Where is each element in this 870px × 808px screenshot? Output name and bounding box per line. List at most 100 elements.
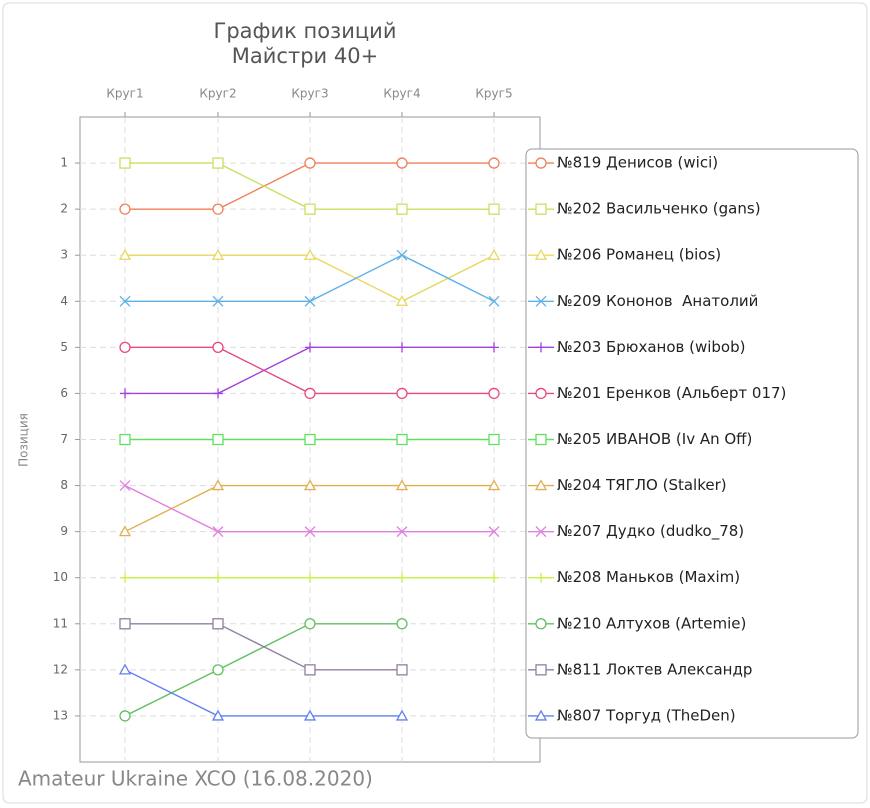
chart-title: График позиций xyxy=(214,19,397,43)
legend-label: №811 Локтев Александр xyxy=(557,660,752,678)
legend-label: №807 Торгуд (TheDen) xyxy=(557,706,736,724)
marker xyxy=(396,618,408,630)
series-line xyxy=(124,669,402,717)
y-tick-label: 7 xyxy=(60,432,68,446)
marker xyxy=(488,295,500,307)
marker xyxy=(535,157,547,169)
legend-box xyxy=(525,148,859,739)
x-tick-label: Круг2 xyxy=(199,87,236,101)
marker xyxy=(119,433,131,446)
marker xyxy=(535,526,547,538)
legend-label: №201 Еренков (Альберт 017) xyxy=(557,384,786,402)
y-tick-label: 1 xyxy=(60,156,68,170)
marker xyxy=(304,433,316,446)
marker xyxy=(488,157,500,169)
marker xyxy=(120,388,130,399)
marker xyxy=(212,618,224,630)
marker xyxy=(304,157,316,169)
legend-label: №205 ИВАНОВ (Iv An Off) xyxy=(557,430,752,448)
marker xyxy=(305,342,315,353)
marker xyxy=(212,526,224,538)
y-tick-label: 9 xyxy=(60,524,68,538)
marker xyxy=(397,342,407,353)
marker xyxy=(487,479,501,491)
legend-label: №206 Романец (bios) xyxy=(557,246,721,264)
y-tick-label: 5 xyxy=(60,340,68,354)
marker xyxy=(118,663,132,675)
marker xyxy=(396,664,408,676)
legend-label: №208 Маньков (Maxim) xyxy=(557,568,740,586)
marker xyxy=(534,479,548,491)
marker xyxy=(536,572,546,583)
marker xyxy=(304,387,316,400)
marker xyxy=(212,433,224,446)
marker xyxy=(119,157,131,169)
marker xyxy=(213,388,223,399)
marker xyxy=(118,525,132,537)
y-tick-label: 10 xyxy=(53,570,68,584)
y-tick-label: 3 xyxy=(60,248,68,262)
marker xyxy=(534,709,548,721)
marker xyxy=(212,664,224,676)
marker xyxy=(212,295,224,307)
marker xyxy=(303,709,317,721)
marker xyxy=(119,295,131,307)
marker xyxy=(395,294,409,306)
marker xyxy=(488,203,500,215)
marker xyxy=(303,479,317,491)
series-line xyxy=(125,623,402,671)
legend-label: №210 Алтухов (Artemie) xyxy=(557,614,746,632)
marker xyxy=(120,572,130,583)
legend-label: №207 Дудко (dudko_78) xyxy=(557,522,744,541)
marker xyxy=(304,664,316,676)
marker xyxy=(396,249,408,261)
footer: Amateur Ukraine XCO (16.08.2020) xyxy=(18,767,373,791)
marker xyxy=(396,433,408,446)
marker xyxy=(211,248,225,260)
marker xyxy=(211,709,225,721)
marker xyxy=(535,295,547,307)
marker xyxy=(119,618,131,630)
legend-label: №819 Денисов (wici) xyxy=(557,154,718,172)
marker xyxy=(119,480,131,492)
legend-label: №204 ТЯГЛО (Stalker) xyxy=(557,476,727,494)
marker xyxy=(304,203,316,215)
x-tick-label: Круг3 xyxy=(291,87,328,101)
marker xyxy=(304,526,316,538)
marker xyxy=(535,203,547,215)
marker xyxy=(396,387,408,400)
marker xyxy=(396,203,408,215)
y-tick-label: 2 xyxy=(60,202,68,216)
marker xyxy=(535,387,547,400)
legend-label: №203 Брюханов (wibob) xyxy=(557,338,745,356)
marker xyxy=(304,618,316,630)
marker xyxy=(396,526,408,538)
y-tick-label: 12 xyxy=(53,662,68,676)
x-tick-label: Круг1 xyxy=(106,87,143,101)
marker xyxy=(489,572,499,583)
legend-label: №202 Васильченко (gans) xyxy=(557,200,761,218)
y-tick-label: 6 xyxy=(60,386,68,400)
marker xyxy=(488,526,500,538)
legend-label: №209 Кононов Анатолий xyxy=(557,292,758,310)
y-tick-label: 13 xyxy=(53,708,68,722)
marker xyxy=(212,341,224,354)
marker xyxy=(305,572,315,583)
y-tick-label: 11 xyxy=(53,616,68,630)
marker xyxy=(535,618,547,630)
y-tick-label: 8 xyxy=(60,478,68,492)
marker xyxy=(212,157,224,169)
marker xyxy=(118,248,132,260)
marker xyxy=(213,572,223,583)
marker xyxy=(487,248,501,260)
marker xyxy=(119,710,131,722)
marker xyxy=(304,295,316,307)
marker xyxy=(212,203,224,215)
marker xyxy=(536,342,546,353)
marker xyxy=(397,572,407,583)
x-tick-label: Круг4 xyxy=(383,87,420,101)
legend: №819 Денисов (wici) №202 Васильченко (gan… xyxy=(525,148,859,739)
y-axis-label: Позиция xyxy=(17,413,31,467)
marker xyxy=(535,433,547,446)
